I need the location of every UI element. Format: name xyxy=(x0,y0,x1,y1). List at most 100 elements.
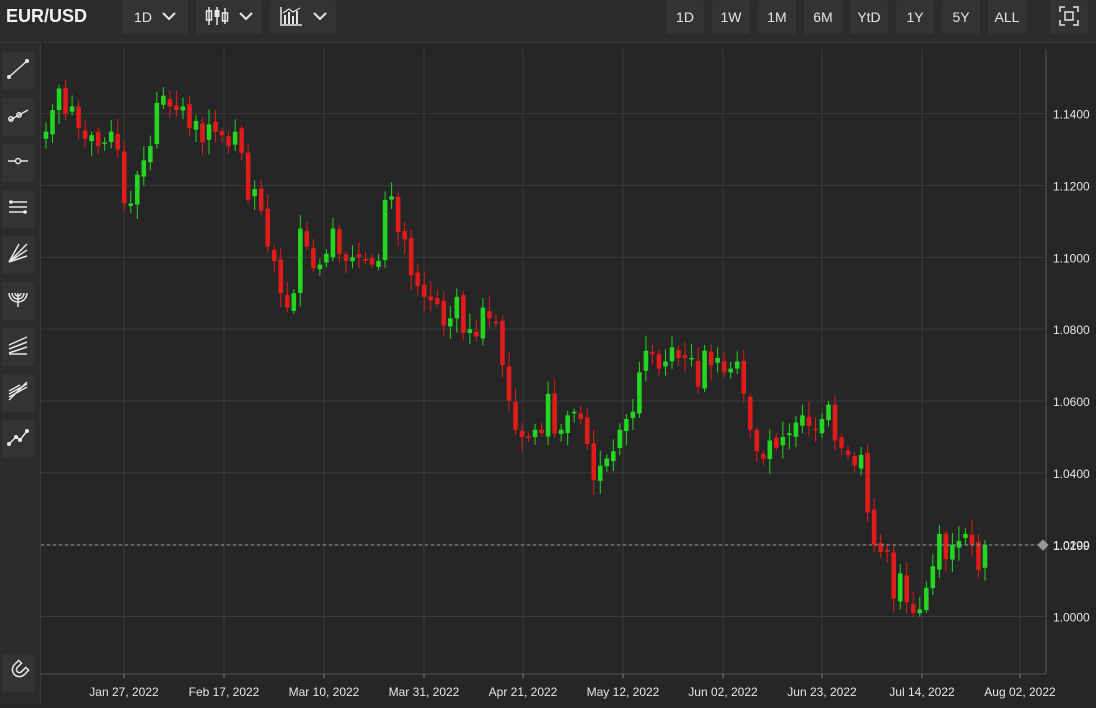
candle-body xyxy=(813,428,818,431)
candle-body xyxy=(239,128,244,154)
range-5y-button[interactable]: 5Y xyxy=(942,0,980,34)
arc-icon xyxy=(6,287,30,316)
y-tick-label: 1.1000 xyxy=(1053,251,1090,265)
chart-type-select[interactable] xyxy=(196,0,262,34)
candlestick-icon xyxy=(205,6,229,29)
candle-body xyxy=(682,354,688,358)
trend-line-icon xyxy=(6,57,30,86)
x-tick-label: Mar 10, 2022 xyxy=(289,685,360,699)
range-1d-button[interactable]: 1D xyxy=(666,0,704,34)
candle-body xyxy=(513,401,518,430)
candlestick-chart[interactable]: 1.1400 1.1200 1.1000 1.0800 1.0600 1.0400 1.02… xyxy=(41,43,1096,703)
candle-body xyxy=(493,321,499,324)
parallel-channel-icon xyxy=(6,195,30,224)
candle-body xyxy=(924,587,929,611)
magnet-icon xyxy=(6,658,30,688)
candle-body xyxy=(337,229,342,254)
candle-body xyxy=(369,258,375,265)
candle-body xyxy=(200,123,205,143)
y-tick-label: 1.0200 xyxy=(1053,539,1090,553)
path-tool[interactable] xyxy=(2,420,34,458)
candle-body xyxy=(826,404,831,421)
candle-body xyxy=(819,418,825,434)
candle-body xyxy=(148,145,153,163)
indicators-select[interactable] xyxy=(270,0,336,34)
interval-select[interactable]: 1D xyxy=(122,0,188,34)
pitchfork-icon xyxy=(6,333,30,362)
candle-body xyxy=(395,196,401,233)
horizontal-line-tool[interactable] xyxy=(2,144,34,182)
candle-body xyxy=(558,429,564,435)
candle-body xyxy=(454,296,460,319)
candle-body xyxy=(376,260,381,267)
fibonacci-tool[interactable] xyxy=(2,374,34,412)
range-1y-button[interactable]: 1Y xyxy=(896,0,934,34)
candle-body xyxy=(428,296,434,301)
horizontal-line-icon xyxy=(6,149,30,178)
candle-body xyxy=(584,417,590,445)
candle-body xyxy=(891,552,896,599)
candle-body xyxy=(467,329,473,334)
candle-body xyxy=(871,509,877,545)
parallel-channel-tool[interactable] xyxy=(2,190,34,228)
candle-body xyxy=(754,430,760,452)
candle-body xyxy=(343,254,349,261)
magnet-tool[interactable] xyxy=(2,654,34,692)
candle-body xyxy=(761,454,766,459)
candle-body xyxy=(265,208,270,247)
candle-body xyxy=(656,353,662,369)
candle-body xyxy=(956,541,962,548)
range-6m-button[interactable]: 6M xyxy=(804,0,842,34)
range-all-button[interactable]: ALL xyxy=(988,0,1026,34)
range-1w-button[interactable]: 1W xyxy=(712,0,750,34)
candle-body xyxy=(734,361,740,369)
candle-body xyxy=(852,456,857,466)
bar-chart-icon xyxy=(279,6,303,29)
range-1m-button[interactable]: 1M xyxy=(758,0,796,34)
candle-body xyxy=(174,105,179,111)
candle-body xyxy=(226,136,231,146)
candle-body xyxy=(474,331,479,337)
candle-body xyxy=(950,544,955,560)
candle-body xyxy=(389,196,394,200)
candle-body xyxy=(317,264,323,270)
candle-body xyxy=(115,133,121,150)
y-tick-label: 1.0800 xyxy=(1053,323,1090,337)
ray-tool[interactable] xyxy=(2,98,34,136)
candle-body xyxy=(180,106,186,111)
candle-body xyxy=(63,87,68,114)
fullscreen-button[interactable] xyxy=(1050,0,1088,34)
candle-body xyxy=(271,249,277,261)
candle-body xyxy=(95,131,101,146)
candle-body xyxy=(330,228,336,258)
pitchfork-tool[interactable] xyxy=(2,328,34,366)
x-tick-label: Jan 27, 2022 xyxy=(89,685,159,699)
candle-body xyxy=(382,199,388,261)
candle-body xyxy=(102,142,107,144)
candle-body xyxy=(708,351,714,366)
chevron-down-icon xyxy=(162,10,176,24)
path-icon xyxy=(6,425,30,454)
candle-body xyxy=(767,440,773,459)
x-tick-label: Apr 21, 2022 xyxy=(489,685,558,699)
candle-body xyxy=(245,152,251,200)
candle-body xyxy=(721,361,727,373)
candle-body xyxy=(506,366,512,402)
candle-body xyxy=(356,254,362,258)
candle-body xyxy=(643,350,649,371)
trend-line-tool[interactable] xyxy=(2,52,34,90)
candle-body xyxy=(637,372,642,414)
candle-body xyxy=(206,124,212,140)
candle-body xyxy=(702,350,707,389)
fan-tool[interactable] xyxy=(2,236,34,274)
y-tick-label: 1.0400 xyxy=(1053,467,1090,481)
candle-body xyxy=(787,433,792,436)
candle-body xyxy=(291,293,297,311)
arc-tool[interactable] xyxy=(2,282,34,320)
drawing-tools-bar xyxy=(0,43,41,703)
candle-body xyxy=(278,259,284,294)
candle-body xyxy=(597,465,603,481)
candle-body xyxy=(284,295,290,308)
range-ytd-button[interactable]: YtD xyxy=(850,0,888,34)
chart-area[interactable]: 1.1400 1.1200 1.1000 1.0800 1.0600 1.0400 1.02… xyxy=(41,43,1096,703)
